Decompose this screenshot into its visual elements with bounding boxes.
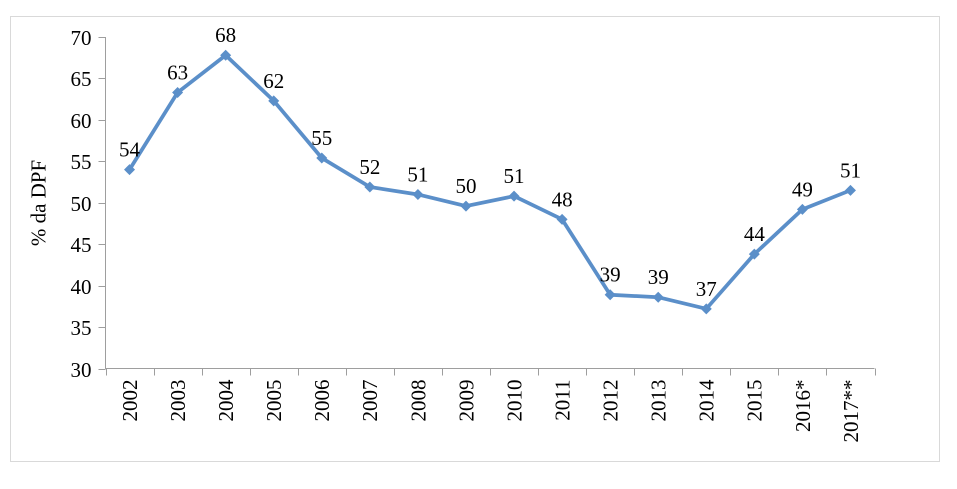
y-tick-label: 65 [71,67,92,91]
data-label: 68 [215,23,236,47]
data-labels: 54 63 68 62 55 52 51 50 51 48 39 39 37 44 49 51 [119,23,861,301]
x-tick-label: 2002 [118,380,142,422]
x-tick-label: 2009 [454,380,478,422]
x-tick-label: 2013 [647,380,671,422]
x-tick-label: 2008 [406,380,430,422]
y-tick-label: 55 [71,150,92,174]
x-tick-label: 2014 [695,379,719,422]
data-label: 39 [648,265,669,289]
data-point-marker [796,203,808,215]
y-tick-label: 35 [71,316,92,340]
data-point-marker [604,289,616,301]
data-point-marker [220,49,232,61]
y-tick-label: 30 [71,358,92,382]
x-tick-label: 2004 [214,379,238,422]
data-label: 51 [840,158,861,182]
y-tick-label: 70 [71,26,92,50]
y-tick-label: 45 [71,233,92,257]
x-tick-label: 2006 [310,380,334,422]
y-tick-label: 50 [71,192,92,216]
data-label: 39 [600,263,621,287]
data-label: 44 [744,222,766,246]
data-point-marker [652,291,664,303]
x-tick-label: 2003 [166,380,190,422]
y-axis-title: % da DPF [26,160,50,246]
data-label: 62 [263,69,284,93]
data-label: 49 [792,177,813,201]
data-label: 52 [359,155,380,179]
y-tick-label: 40 [71,275,92,299]
x-tick-label: 2015 [743,380,767,422]
x-tick-label: 2010 [502,380,526,422]
axes: 30 35 40 45 50 55 60 65 70 2002 2003 2004 2005 2006 20… [71,26,876,443]
data-label: 55 [311,126,332,150]
x-tick-label: 2017** [839,380,863,443]
x-tick-label: 2012 [599,380,623,422]
data-point-marker [412,188,424,200]
data-point-marker [508,190,520,202]
data-label: 63 [167,61,188,85]
series-line [127,52,853,311]
data-label: 54 [119,138,141,162]
data-label: 50 [455,174,476,198]
data-label: 37 [696,277,717,301]
x-tick-label: 2007 [358,380,382,422]
data-point-marker [268,95,280,107]
chart-border [10,16,940,462]
data-point-marker [844,184,856,196]
data-label: 51 [504,164,525,188]
data-point-marker [364,181,376,193]
data-point-marker [124,164,136,176]
data-point-marker [748,248,760,260]
x-tick-label: 2016* [791,380,815,433]
x-tick-label: 2005 [262,380,286,422]
x-tick-label: 2011 [550,380,574,421]
y-tick-label: 60 [71,109,92,133]
data-point-marker [700,303,712,315]
data-point-marker [460,200,472,212]
data-point-marker [556,213,568,225]
data-label: 48 [552,187,573,211]
data-label: 51 [407,162,428,186]
data-series [124,49,856,315]
data-point-marker [172,87,184,99]
data-point-marker [316,152,328,164]
